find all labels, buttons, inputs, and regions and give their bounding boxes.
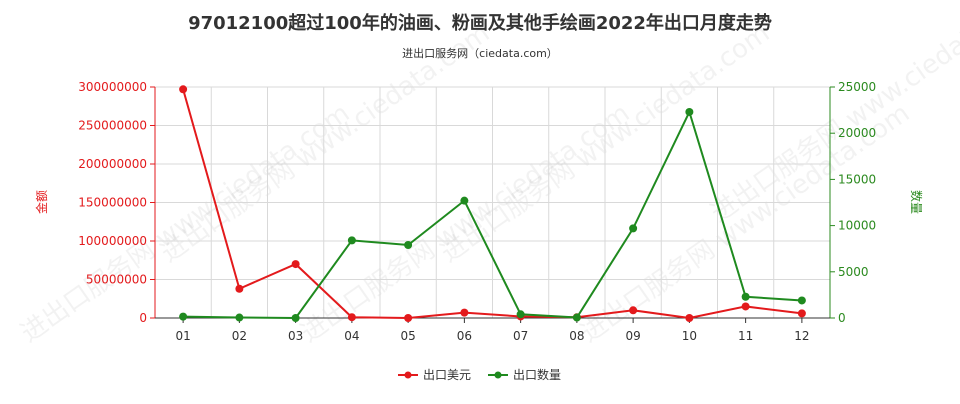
series bbox=[179, 85, 806, 322]
legend-label: 出口美元 bbox=[423, 368, 471, 382]
axes: 0 50000000 100000000 150000000 200000000 2500… bbox=[34, 80, 924, 343]
data-point[interactable] bbox=[797, 296, 806, 305]
right-tick-label: 15000 bbox=[838, 172, 876, 186]
chart-subtitle: 进出口服务网（ciedata.com） bbox=[402, 46, 558, 60]
left-tick-label: 0 bbox=[139, 311, 147, 325]
x-tick-label: 06 bbox=[457, 329, 472, 343]
data-point[interactable] bbox=[235, 284, 244, 293]
x-tick-label: 09 bbox=[625, 329, 640, 343]
data-point[interactable] bbox=[179, 85, 188, 94]
data-point[interactable] bbox=[572, 313, 581, 322]
data-point[interactable] bbox=[291, 260, 300, 269]
data-point[interactable] bbox=[404, 241, 413, 250]
grid bbox=[154, 86, 831, 319]
x-tick-label: 11 bbox=[738, 329, 753, 343]
right-tick-label: 10000 bbox=[838, 219, 876, 233]
left-tick-label: 150000000 bbox=[78, 196, 147, 210]
legend-swatch-marker bbox=[404, 371, 412, 379]
data-point[interactable] bbox=[741, 302, 750, 311]
data-point[interactable] bbox=[460, 196, 469, 205]
x-tick-label: 12 bbox=[794, 329, 809, 343]
legend-swatch-marker bbox=[494, 371, 502, 379]
x-tick-label: 01 bbox=[175, 329, 190, 343]
left-axis-title: 金额 bbox=[34, 190, 49, 214]
data-point[interactable] bbox=[404, 314, 413, 322]
left-tick-label: 250000000 bbox=[78, 119, 147, 133]
data-point[interactable] bbox=[179, 312, 188, 321]
data-point[interactable] bbox=[347, 313, 356, 322]
data-point[interactable] bbox=[291, 314, 300, 322]
data-point[interactable] bbox=[629, 306, 638, 315]
legend-label: 出口数量 bbox=[513, 367, 561, 382]
data-point[interactable] bbox=[741, 292, 750, 301]
right-tick-label: 5000 bbox=[838, 265, 869, 279]
x-tick-label: 03 bbox=[288, 329, 303, 343]
data-point[interactable] bbox=[460, 308, 469, 317]
series-line-2 bbox=[183, 109, 802, 320]
right-tick-label: 0 bbox=[838, 311, 846, 325]
series-line-1 bbox=[182, 89, 802, 320]
data-point[interactable] bbox=[629, 224, 638, 233]
data-point[interactable] bbox=[685, 107, 694, 116]
x-tick-label: 08 bbox=[569, 329, 584, 343]
legend-item[interactable]: 出口美元 bbox=[398, 368, 471, 382]
x-tick-label: 04 bbox=[344, 329, 359, 343]
x-tick-label: 02 bbox=[232, 329, 247, 343]
left-tick-label: 50000000 bbox=[86, 273, 147, 287]
right-tick-label: 20000 bbox=[838, 126, 876, 140]
right-tick-label: 25000 bbox=[838, 80, 876, 94]
left-tick-label: 300000000 bbox=[78, 80, 147, 94]
data-point[interactable] bbox=[797, 309, 806, 318]
chart-title: 97012100超过100年的油画、粉画及其他手绘画2022年出口月度走势 bbox=[188, 12, 772, 34]
data-point[interactable] bbox=[516, 310, 525, 319]
legend[interactable]: 出口美元 出口数量 bbox=[398, 367, 561, 382]
x-tick-label: 10 bbox=[682, 329, 697, 343]
data-point[interactable] bbox=[685, 314, 694, 322]
left-tick-label: 100000000 bbox=[78, 234, 147, 248]
legend-item[interactable]: 出口数量 bbox=[488, 367, 561, 382]
x-tick-label: 07 bbox=[513, 329, 528, 343]
x-tick-label: 05 bbox=[400, 329, 415, 343]
data-point[interactable] bbox=[347, 236, 356, 245]
data-point[interactable] bbox=[235, 313, 244, 322]
left-tick-label: 200000000 bbox=[78, 157, 147, 171]
right-axis-title: 数量 bbox=[909, 190, 924, 214]
